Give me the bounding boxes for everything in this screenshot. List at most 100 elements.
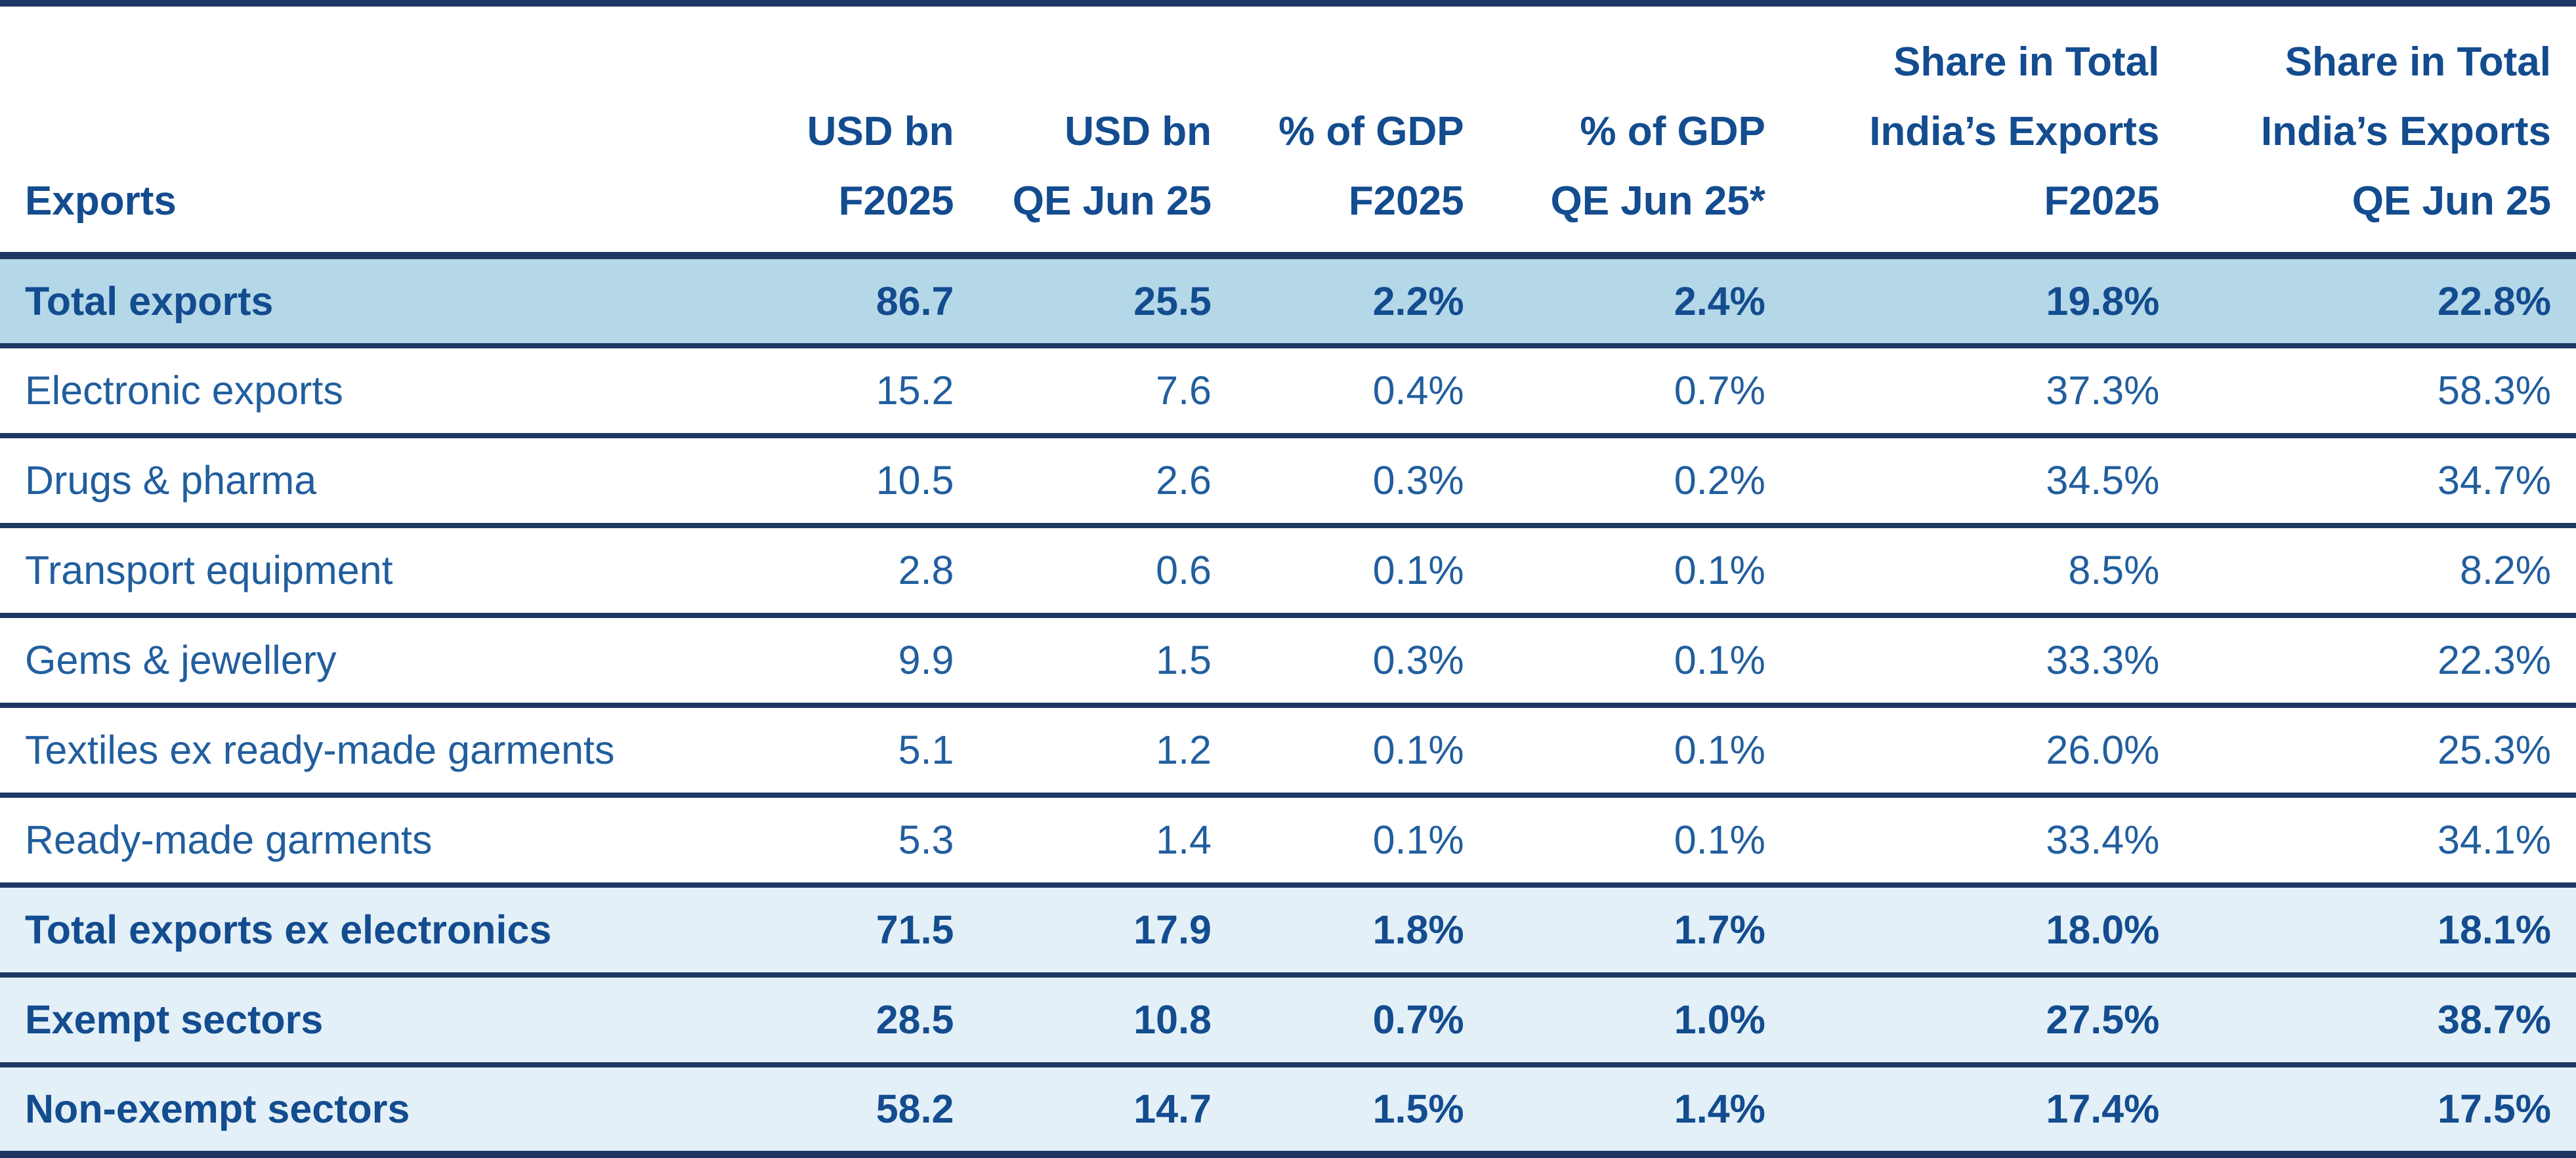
cell: 0.2%: [1489, 435, 1790, 528]
header-line: QE Jun 25: [1012, 178, 1212, 224]
cell: 18.0%: [1790, 884, 2185, 978]
cell: 17.9: [979, 884, 1236, 978]
cell: 9.9: [731, 615, 979, 708]
cell: 0.6: [979, 525, 1236, 618]
cell: 10.8: [979, 974, 1236, 1067]
cell: 58.3%: [2184, 345, 2576, 438]
cell: 0.1%: [1236, 705, 1489, 798]
column-header-share-f2025: Share in Total India’s Exports F2025: [1790, 0, 2185, 259]
cell: 71.5: [731, 884, 979, 978]
column-header-usd-bn-qe-jun25: USD bn QE Jun 25: [979, 0, 1236, 259]
header-line: % of GDP: [1278, 109, 1464, 154]
cell: 0.3%: [1236, 615, 1489, 708]
cell: 22.8%: [2184, 255, 2576, 348]
cell: 2.8: [731, 525, 979, 618]
row-label: Ready-made garments: [0, 795, 732, 888]
cell: 34.1%: [2184, 795, 2576, 888]
cell: 17.5%: [2184, 1064, 2576, 1158]
cell: 0.1%: [1489, 705, 1790, 798]
column-header-usd-bn-f2025: USD bn F2025: [731, 0, 979, 259]
table-row: Total exports 86.7 25.5 2.2% 2.4% 19.8% 22.8%: [0, 255, 2576, 348]
table-row: Transport equipment 2.8 0.6 0.1% 0.1% 8.5% 8.2…: [0, 525, 2576, 618]
row-label: Total exports ex electronics: [0, 884, 732, 978]
cell: 1.8%: [1236, 884, 1489, 978]
table-row: Drugs & pharma 10.5 2.6 0.3% 0.2% 34.5% 34.7%: [0, 435, 2576, 528]
cell: 17.4%: [1790, 1064, 2185, 1158]
column-header-exports: Exports: [0, 0, 732, 259]
cell: 0.1%: [1489, 795, 1790, 888]
cell: 8.2%: [2184, 525, 2576, 618]
table-row: Textiles ex ready-made garments 5.1 1.2 0.1…: [0, 705, 2576, 798]
cell: 86.7: [731, 255, 979, 348]
cell: 58.2: [731, 1064, 979, 1158]
row-label: Exempt sectors: [0, 974, 732, 1067]
table-body: Total exports 86.7 25.5 2.2% 2.4% 19.8% 22.8% E…: [0, 255, 2576, 1158]
table-row: Electronic exports 15.2 7.6 0.4% 0.7% 37.3% 58…: [0, 345, 2576, 438]
table-row: Non-exempt sectors 58.2 14.7 1.5% 1.4% 17.4% 1…: [0, 1064, 2576, 1158]
header-row: Exports USD bn F2025 USD bn QE Jun 25 % …: [0, 0, 2576, 259]
table-header: Exports USD bn F2025 USD bn QE Jun 25 % …: [0, 0, 2576, 259]
row-label: Gems & jewellery: [0, 615, 732, 708]
cell: 0.7%: [1236, 974, 1489, 1067]
cell: 5.3: [731, 795, 979, 888]
table-row: Gems & jewellery 9.9 1.5 0.3% 0.1% 33.3% 22.3%: [0, 615, 2576, 708]
cell: 22.3%: [2184, 615, 2576, 708]
cell: 0.1%: [1236, 525, 1489, 618]
cell: 8.5%: [1790, 525, 2185, 618]
cell: 0.1%: [1489, 615, 1790, 708]
header-line: QE Jun 25: [2352, 178, 2551, 224]
row-label: Textiles ex ready-made garments: [0, 705, 732, 798]
cell: 2.6: [979, 435, 1236, 528]
cell: 0.7%: [1489, 345, 1790, 438]
cell: 1.0%: [1489, 974, 1790, 1067]
cell: 33.3%: [1790, 615, 2185, 708]
cell: 28.5: [731, 974, 979, 1067]
table-row: Ready-made garments 5.3 1.4 0.1% 0.1% 33.4% 34…: [0, 795, 2576, 888]
cell: 0.4%: [1236, 345, 1489, 438]
header-line: F2025: [838, 178, 954, 224]
cell: 1.5: [979, 615, 1236, 708]
column-header-pct-gdp-qe-jun25: % of GDP QE Jun 25*: [1489, 0, 1790, 259]
cell: 1.5%: [1236, 1064, 1489, 1158]
cell: 26.0%: [1790, 705, 2185, 798]
cell: 33.4%: [1790, 795, 2185, 888]
cell: 7.6: [979, 345, 1236, 438]
cell: 19.8%: [1790, 255, 2185, 348]
cell: 25.5: [979, 255, 1236, 348]
cell: 18.1%: [2184, 884, 2576, 978]
cell: 15.2: [731, 345, 979, 438]
cell: 1.7%: [1489, 884, 1790, 978]
header-line: QE Jun 25*: [1550, 178, 1765, 224]
column-header-share-qe-jun25: Share in Total India’s Exports QE Jun 25: [2184, 0, 2576, 259]
cell: 10.5: [731, 435, 979, 528]
cell: 27.5%: [1790, 974, 2185, 1067]
header-line: India’s Exports: [2260, 109, 2551, 154]
cell: 0.3%: [1236, 435, 1489, 528]
header-line: India’s Exports: [1869, 109, 2160, 154]
header-line: Exports: [25, 178, 177, 224]
cell: 0.1%: [1236, 795, 1489, 888]
header-line: F2025: [1348, 178, 1464, 224]
header-line: F2025: [2044, 178, 2160, 224]
column-header-pct-gdp-f2025: % of GDP F2025: [1236, 0, 1489, 259]
row-label: Total exports: [0, 255, 732, 348]
table-row: Exempt sectors 28.5 10.8 0.7% 1.0% 27.5% 38.7%: [0, 974, 2576, 1067]
cell: 0.1%: [1489, 525, 1790, 618]
cell: 38.7%: [2184, 974, 2576, 1067]
cell: 1.4: [979, 795, 1236, 888]
cell: 25.3%: [2184, 705, 2576, 798]
header-line: % of GDP: [1580, 109, 1765, 154]
row-label: Transport equipment: [0, 525, 732, 618]
cell: 2.4%: [1489, 255, 1790, 348]
header-line: Share in Total: [2285, 39, 2551, 85]
cell: 1.2: [979, 705, 1236, 798]
table-row: Total exports ex electronics 71.5 17.9 1.8%…: [0, 884, 2576, 978]
cell: 2.2%: [1236, 255, 1489, 348]
cell: 37.3%: [1790, 345, 2185, 438]
cell: 5.1: [731, 705, 979, 798]
row-label: Electronic exports: [0, 345, 732, 438]
cell: 34.5%: [1790, 435, 2185, 528]
row-label: Non-exempt sectors: [0, 1064, 732, 1158]
cell: 34.7%: [2184, 435, 2576, 528]
